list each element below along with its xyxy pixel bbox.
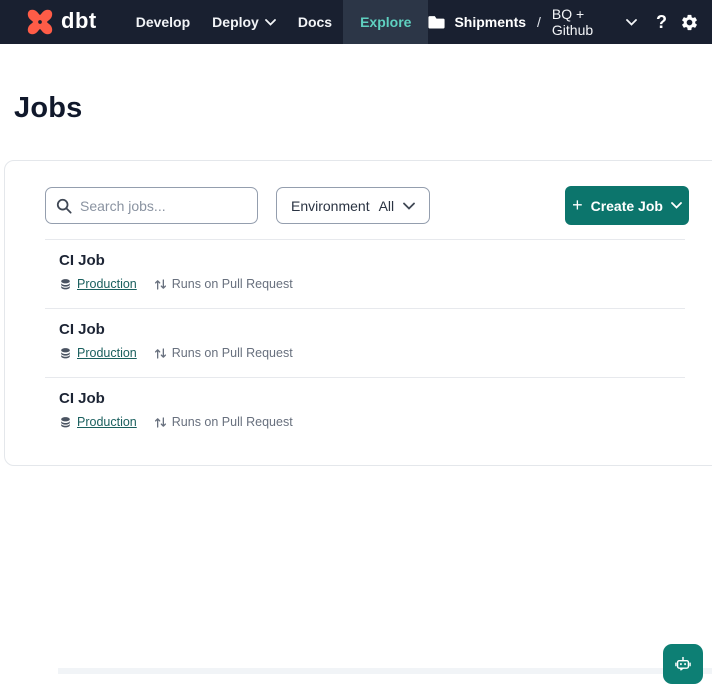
nav-item-explore[interactable]: Explore xyxy=(343,0,429,44)
breadcrumb-project[interactable]: Shipments xyxy=(454,14,527,30)
environment-link[interactable]: Production xyxy=(77,415,137,429)
database-icon xyxy=(59,416,72,429)
bot-icon xyxy=(673,654,693,674)
nav-item-deploy[interactable]: Deploy xyxy=(201,0,287,44)
breadcrumb-connection-dropdown[interactable]: BQ + Github xyxy=(552,6,637,38)
dbt-logo[interactable]: dbt xyxy=(26,0,97,44)
nav-item-label: Explore xyxy=(360,14,412,30)
page-bottom-edge xyxy=(58,668,712,674)
breadcrumb-separator: / xyxy=(537,14,541,30)
help-icon[interactable]: ? xyxy=(656,11,667,32)
pull-request-icon xyxy=(154,278,167,291)
job-row[interactable]: CI Job Production Runs on Pull Request xyxy=(45,309,685,378)
page-title: Jobs xyxy=(14,92,83,124)
job-trigger: Runs on Pull Request xyxy=(171,277,293,291)
search-input[interactable] xyxy=(80,197,247,214)
nav-item-develop[interactable]: Develop xyxy=(125,0,201,44)
search-box xyxy=(45,187,258,224)
job-title: CI Job xyxy=(59,390,105,407)
nav-item-label: Develop xyxy=(135,14,191,30)
environment-filter-dropdown[interactable]: Environment All xyxy=(276,187,431,224)
nav-item-label: Docs xyxy=(297,14,333,30)
job-meta: Production Runs on Pull Request xyxy=(59,346,685,360)
job-meta: Production Runs on Pull Request xyxy=(59,415,685,429)
job-list: CI Job Production Runs on Pull Request C… xyxy=(45,240,685,447)
nav-item-docs[interactable]: Docs xyxy=(287,0,343,44)
nav-right-group: Shipments / BQ + Github ? xyxy=(428,0,712,44)
assistant-bot-button[interactable] xyxy=(663,644,703,684)
dbt-logo-icon xyxy=(26,8,54,36)
job-meta: Production Runs on Pull Request xyxy=(59,277,685,291)
breadcrumb-connection-label: BQ + Github xyxy=(551,6,594,38)
database-icon xyxy=(59,278,72,291)
chevron-down-icon xyxy=(626,18,637,26)
nav-item-label: Deploy xyxy=(212,14,259,30)
create-job-button[interactable]: + Create Job xyxy=(565,186,689,225)
search-icon xyxy=(56,198,72,214)
environment-link[interactable]: Production xyxy=(77,346,137,360)
job-title: CI Job xyxy=(59,252,105,269)
folder-icon xyxy=(428,15,446,30)
pull-request-icon xyxy=(154,347,167,360)
toolbar-divider xyxy=(45,239,685,240)
create-job-label: Create Job xyxy=(590,197,663,214)
pull-request-icon xyxy=(154,416,167,429)
dbt-logo-text: dbt xyxy=(61,7,97,33)
job-trigger: Runs on Pull Request xyxy=(171,415,293,429)
jobs-card: Environment All + Create Job CI Job Prod… xyxy=(4,160,712,466)
job-title: CI Job xyxy=(59,321,105,338)
environment-link[interactable]: Production xyxy=(77,277,137,291)
job-row[interactable]: CI Job Production Runs on Pull Request xyxy=(45,240,685,309)
top-navigation: dbt Develop Deploy Docs Explore Shipment… xyxy=(0,0,712,44)
gear-icon[interactable] xyxy=(680,13,699,32)
job-row[interactable]: CI Job Production Runs on Pull Request xyxy=(45,378,685,447)
database-icon xyxy=(59,347,72,360)
chevron-down-icon xyxy=(264,18,276,26)
chevron-down-icon xyxy=(671,202,682,209)
plus-icon: + xyxy=(572,194,583,215)
primary-nav: Develop Deploy Docs Explore xyxy=(125,0,429,44)
environment-filter-value: All xyxy=(378,197,395,214)
job-trigger: Runs on Pull Request xyxy=(171,346,293,360)
chevron-down-icon xyxy=(403,202,416,210)
environment-filter-label: Environment xyxy=(291,197,370,214)
